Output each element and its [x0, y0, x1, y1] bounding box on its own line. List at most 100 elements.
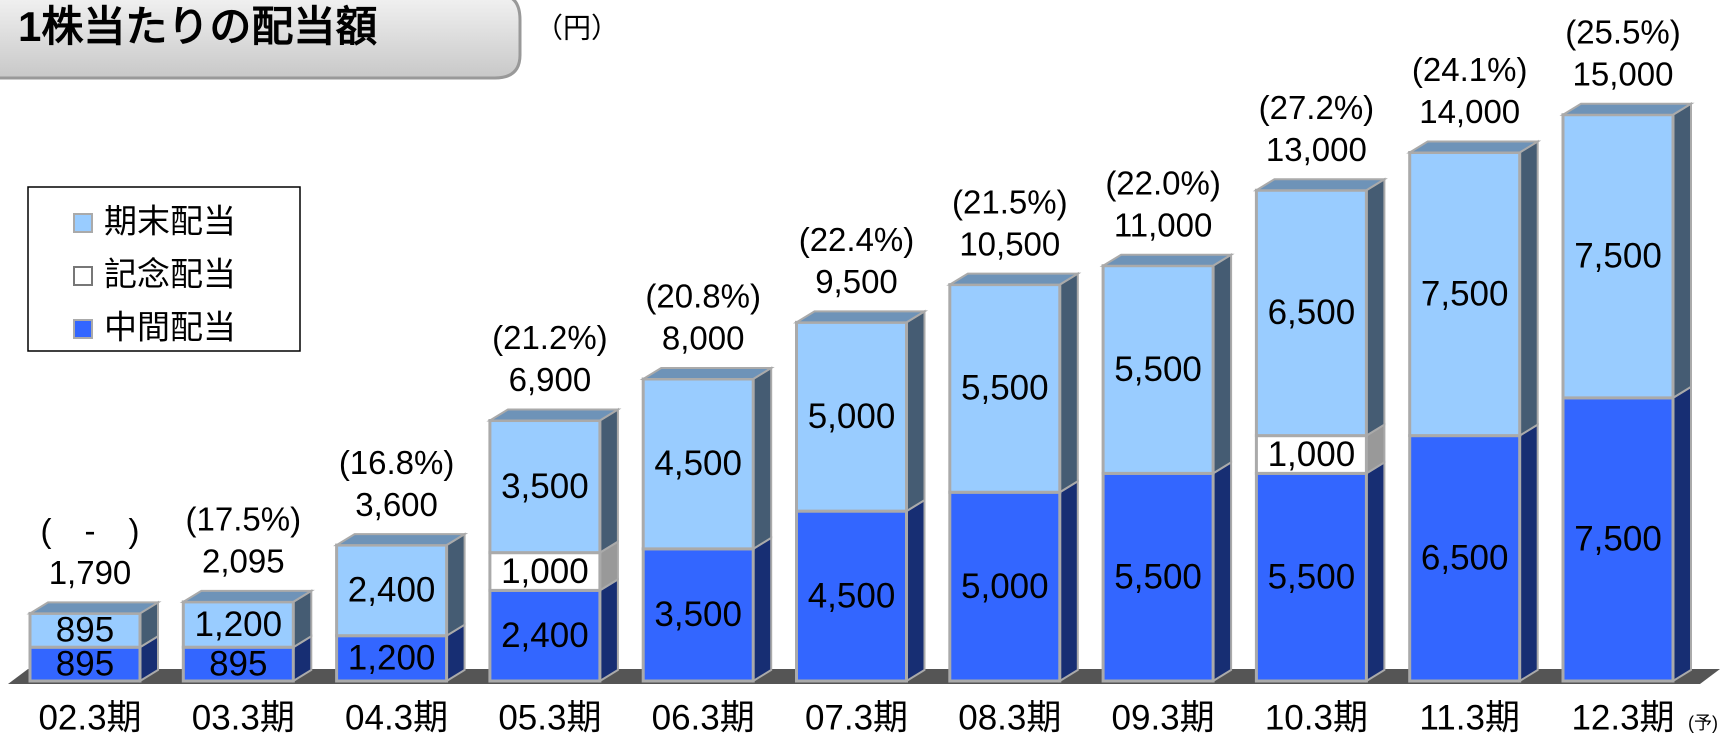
segment-label: 6,500 — [1421, 539, 1509, 578]
bar-side — [1672, 385, 1692, 683]
segment-label: 6,500 — [1268, 293, 1356, 332]
bar-segment — [1561, 396, 1675, 683]
x-tick-label: 10.3期 — [1265, 698, 1368, 737]
legend-swatch — [73, 266, 93, 286]
segment-label: 1,200 — [195, 605, 283, 644]
segment-label: 895 — [56, 611, 114, 650]
bar-segment — [181, 600, 295, 649]
x-tick-label: 04.3期 — [345, 698, 448, 737]
total-label: 13,000 — [1266, 131, 1367, 168]
bar-top — [179, 589, 315, 603]
segment-label: 5,000 — [808, 397, 896, 436]
bar-top — [1099, 253, 1235, 267]
x-tick-label: 11.3期 — [1419, 698, 1520, 737]
bar-segment — [28, 645, 142, 683]
segment-label: 7,500 — [1574, 520, 1662, 559]
payout-label: (25.5%) — [1565, 13, 1681, 50]
bar-segment — [1408, 434, 1522, 683]
bar-segment — [335, 543, 449, 638]
payout-label: (17.5%) — [186, 501, 302, 538]
bar-side — [1212, 252, 1233, 476]
total-label: 3,600 — [355, 486, 438, 523]
bar-side — [1212, 460, 1233, 683]
segment-label: 2,400 — [348, 571, 436, 610]
payout-label: (16.8%) — [339, 444, 455, 481]
x-tick-label: 03.3期 — [192, 698, 295, 737]
segment-label: 4,500 — [654, 444, 742, 483]
segment-label: 5,500 — [961, 369, 1049, 408]
bar-side — [1365, 177, 1386, 438]
payout-label: (22.4%) — [799, 221, 915, 258]
segment-label: 5,000 — [961, 567, 1049, 606]
segment-label: 7,500 — [1421, 274, 1509, 313]
segment-label: 3,500 — [654, 595, 742, 634]
x-tick-label: 09.3期 — [1112, 698, 1215, 737]
bar-top — [486, 408, 622, 422]
bar-segment — [948, 490, 1062, 683]
payout-label: (20.8%) — [645, 278, 761, 315]
bar-segment — [488, 419, 602, 555]
bar-top — [333, 533, 469, 547]
total-label: 6,900 — [509, 361, 592, 398]
bar-top — [946, 272, 1082, 286]
bar-segment — [488, 551, 602, 592]
bar-segment — [1254, 471, 1368, 683]
total-label: 9,500 — [815, 263, 898, 300]
x-tick-label: 05.3期 — [498, 698, 601, 737]
segment-label: 1,000 — [501, 552, 589, 591]
bar-side — [752, 366, 773, 551]
bar-segment — [1561, 113, 1675, 400]
payout-label: (24.1%) — [1412, 51, 1528, 88]
x-tick-label: 06.3期 — [652, 698, 755, 737]
bar-segment — [1101, 471, 1215, 683]
bar-side — [598, 407, 619, 555]
total-label: 11,000 — [1114, 206, 1212, 243]
bar-side — [752, 536, 773, 683]
payout-label: (21.5%) — [952, 183, 1068, 220]
x-tick-label: 07.3期 — [805, 698, 908, 737]
total-label: 14,000 — [1419, 93, 1520, 130]
segment-label: 5,500 — [1114, 557, 1202, 596]
legend-label: 期末配当 — [104, 203, 236, 240]
bar-segment — [641, 377, 755, 551]
bar-side — [1518, 139, 1539, 438]
bar-top — [1252, 178, 1388, 192]
bar-segment — [1101, 264, 1215, 475]
segment-label: 895 — [56, 644, 114, 683]
segment-label: 4,500 — [808, 576, 896, 615]
bar-top — [792, 310, 929, 324]
bar-side — [1058, 271, 1079, 495]
bar-segment — [1254, 188, 1368, 438]
total-label: 15,000 — [1573, 55, 1674, 92]
segment-label: 1,000 — [1268, 435, 1356, 474]
total-label: 8,000 — [662, 320, 745, 357]
segment-label: 5,500 — [1114, 350, 1202, 389]
unit-label: （円） — [535, 12, 619, 43]
bar-segment — [1408, 151, 1522, 438]
x-tick-label: 12.3期 — [1571, 698, 1674, 737]
segment-label: 2,400 — [501, 616, 589, 655]
legend-swatch — [73, 319, 93, 339]
segment-label: 895 — [209, 644, 267, 683]
total-label: 10,500 — [959, 225, 1060, 262]
bar-side — [1518, 422, 1539, 683]
total-label: 2,095 — [202, 543, 285, 580]
payout-label: (27.2%) — [1259, 89, 1375, 126]
segment-label: 1,200 — [348, 639, 436, 678]
legend-swatch — [73, 213, 93, 233]
bar-side — [598, 577, 619, 683]
segment-label: 3,500 — [501, 467, 589, 506]
bar-side — [905, 498, 926, 683]
bar-top — [639, 367, 775, 380]
bar-segment — [488, 588, 602, 683]
bar-side — [1672, 101, 1692, 400]
chart-title: 1株当たりの配当額 — [18, 3, 377, 50]
bar-side — [905, 309, 926, 513]
title-tab — [0, 0, 522, 80]
bar-side — [1058, 479, 1079, 683]
payout-label: ( - ) — [41, 512, 140, 549]
bar-segment — [795, 509, 908, 683]
x-tick-label: 02.3期 — [38, 698, 141, 737]
